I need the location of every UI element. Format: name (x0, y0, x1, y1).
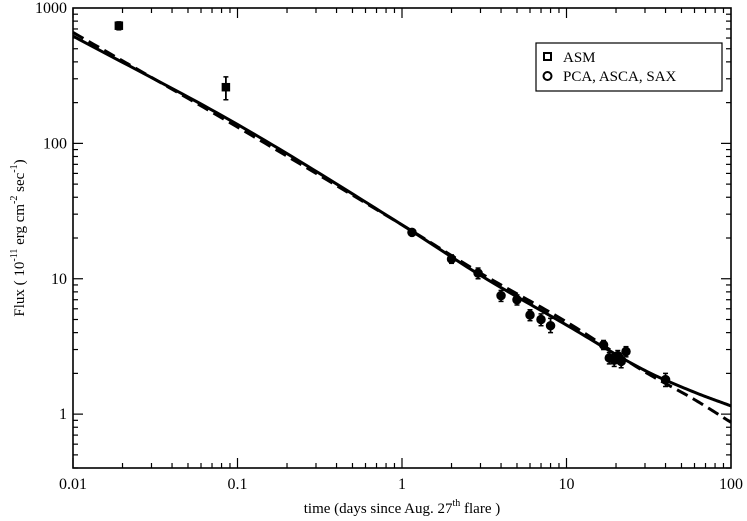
pca-point (512, 294, 522, 305)
legend-label-pca: PCA, ASCA, SAX (563, 69, 677, 85)
pca-point (473, 268, 483, 278)
pca-point (446, 254, 457, 264)
data-points (114, 21, 671, 388)
fit-curve-solid (72, 34, 732, 408)
pca-point (525, 310, 535, 320)
legend-marker-square (543, 52, 552, 61)
fit-curves (72, 31, 732, 424)
axis-ticks (72, 8, 731, 469)
pca-point (660, 374, 671, 385)
legend-box (535, 42, 723, 92)
pca-point (536, 314, 546, 325)
x-tick-labels: 0.01 0.1 1 10 100 (59, 476, 743, 493)
y-tick-labels: 1 10 100 1000 (35, 0, 67, 423)
x-tick-label: 100 (719, 476, 743, 493)
x-axis-label: time (days since Aug. 27th flare ) (304, 498, 500, 517)
x-tick-label: 1 (398, 476, 406, 493)
y-tick-label: 1 (59, 406, 67, 423)
x-tick-label: 0.1 (228, 476, 248, 493)
legend-label-asm: ASM (563, 50, 596, 66)
fit-curve-dashed (72, 31, 732, 424)
x-tick-label: 10 (559, 476, 575, 493)
y-axis-label: Flux ( 10-11 erg cm-2 sec-1) (9, 159, 28, 316)
pca-point (496, 290, 506, 301)
y-tick-label: 100 (43, 135, 67, 152)
y-tick-label: 1000 (35, 0, 67, 17)
legend-marker-circle (542, 71, 553, 81)
pca-point (621, 346, 631, 357)
legend: ASM PCA, ASCA, SAX (535, 42, 723, 92)
pca-point (598, 340, 609, 350)
pca-point (407, 227, 417, 238)
asm-point (114, 21, 124, 30)
y-tick-label: 10 (51, 271, 67, 288)
pca-point (616, 356, 626, 367)
x-tick-label: 0.01 (59, 476, 87, 493)
pca-point (545, 320, 556, 331)
asm-point (221, 82, 231, 92)
